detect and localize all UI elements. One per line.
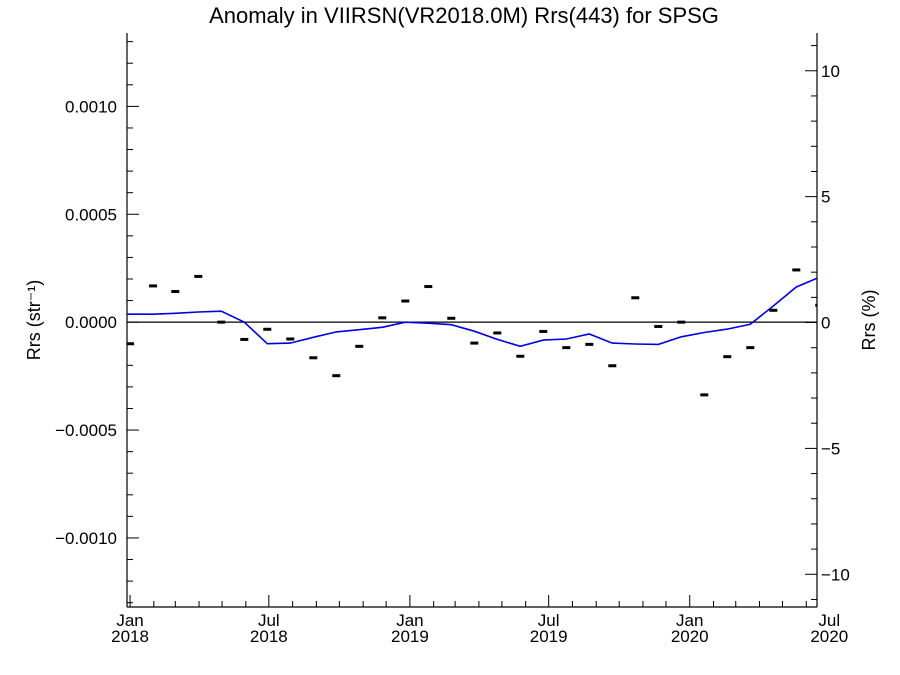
anomaly-point (286, 337, 295, 341)
left-axis-label: Rrs (str⁻¹) (24, 280, 44, 360)
anomaly-point (700, 393, 709, 397)
x-tick-month-label: Jan (676, 611, 703, 630)
left-tick-label: −0.0010 (55, 529, 117, 548)
anomaly-point (562, 346, 571, 350)
x-tick-year-label: 2019 (530, 627, 568, 646)
anomaly-point (746, 346, 755, 350)
anomaly-point (654, 324, 663, 328)
right-tick-label: −10 (821, 565, 850, 584)
left-tick-label: 0.0005 (65, 205, 117, 224)
x-tick-month-label: Jul (258, 611, 280, 630)
left-axis-ticks: −0.0010 −0.0005 0.0000 0.0005 0.0010 (55, 41, 139, 604)
x-tick-year-label: 2018 (111, 627, 149, 646)
anomaly-point (332, 374, 341, 378)
anomaly-point (194, 274, 203, 278)
anomaly-point (723, 355, 732, 359)
x-tick-month-label: Jan (396, 611, 423, 630)
x-tick-month-label: Jul (818, 611, 840, 630)
anomaly-point (217, 320, 226, 324)
right-tick-label: 5 (821, 188, 830, 207)
anomaly-point (171, 290, 180, 294)
x-tick-year-label: 2020 (671, 627, 709, 646)
left-tick-label: 0.0010 (65, 97, 117, 116)
anomaly-smoothed-line (127, 277, 817, 348)
plot-clip (127, 223, 892, 397)
anomaly-point (493, 331, 502, 335)
anomaly-point (539, 329, 548, 333)
anomaly-point (401, 299, 410, 303)
anomaly-point (378, 316, 387, 320)
anomaly-point (769, 308, 778, 312)
anomaly-point (516, 354, 525, 358)
anomaly-point (240, 337, 249, 341)
anomaly-point (470, 341, 479, 345)
anomaly-point (861, 262, 869, 265)
anomaly-point (263, 327, 272, 331)
anomaly-point (355, 344, 364, 348)
anomaly-point (838, 279, 846, 282)
x-axis-ticks: Jan2018Jul2018Jan2019Jul2019Jan2020Jul20… (111, 595, 848, 646)
left-tick-label: −0.0005 (55, 421, 117, 440)
anomaly-point (677, 320, 686, 324)
right-axis-ticks: −10 −5 0 5 10 (805, 45, 850, 600)
x-tick-month-label: Jan (116, 611, 143, 630)
anomaly-point (884, 223, 892, 226)
left-tick-label: 0.0000 (65, 313, 117, 332)
right-tick-label: −5 (821, 439, 840, 458)
anomaly-point (424, 285, 433, 289)
right-tick-label: 10 (821, 62, 840, 81)
anomaly-point (631, 296, 640, 300)
x-tick-year-label: 2020 (810, 627, 848, 646)
anomaly-point (447, 316, 456, 320)
right-tick-label: 0 (821, 314, 830, 333)
anomaly-point (585, 342, 594, 346)
plot-frame (126, 33, 818, 608)
anomaly-point (149, 284, 158, 288)
chart-title: Anomaly in VIIRSN(VR2018.0M) Rrs(443) fo… (209, 3, 719, 28)
anomaly-point (608, 364, 617, 368)
x-tick-year-label: 2018 (250, 627, 288, 646)
x-tick-month-label: Jul (538, 611, 560, 630)
anomaly-point (127, 342, 135, 346)
right-axis-label: Rrs (%) (859, 290, 879, 351)
anomaly-point (792, 268, 801, 272)
series-layer (127, 223, 892, 397)
anomaly-point (309, 356, 318, 360)
x-tick-year-label: 2019 (391, 627, 429, 646)
anomaly-point (815, 303, 817, 307)
